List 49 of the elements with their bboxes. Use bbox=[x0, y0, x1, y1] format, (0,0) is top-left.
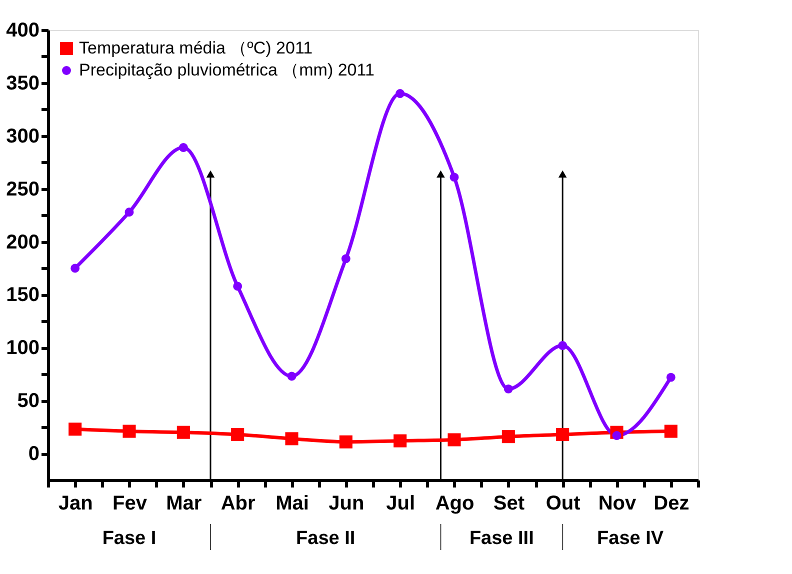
y-tick-label: 350 bbox=[6, 72, 40, 94]
text: Fase IV bbox=[597, 528, 664, 549]
point bbox=[124, 208, 134, 217]
x-tick-label: Set bbox=[493, 492, 525, 514]
x-tick-label: Jul bbox=[386, 492, 416, 514]
x-tick-label: Mar bbox=[166, 492, 202, 514]
point bbox=[502, 430, 515, 444]
x-tick-label: Jan bbox=[58, 492, 93, 514]
point bbox=[504, 384, 513, 394]
y-tick-label: 0 bbox=[28, 443, 40, 466]
x-tick-label: Nov bbox=[598, 492, 638, 514]
y-tick-label: 150 bbox=[6, 284, 40, 306]
legend-label: Precipitação pluviométrica （mm) 2011 bbox=[79, 60, 374, 80]
point bbox=[396, 89, 405, 98]
point bbox=[176, 426, 190, 439]
x-tick-label: Ago bbox=[435, 492, 474, 514]
point bbox=[70, 264, 80, 273]
y-tick-label: 100 bbox=[6, 337, 40, 360]
x-tick-label: Abr bbox=[220, 492, 256, 514]
point bbox=[666, 372, 676, 382]
point bbox=[556, 428, 570, 441]
x-tick-label: Jun bbox=[328, 492, 364, 514]
legend-label: Temperatura média （ºC) 2011 bbox=[79, 38, 313, 58]
x-tick-label: Mai bbox=[276, 492, 309, 514]
text: Fase II bbox=[296, 528, 356, 549]
x-tick-label: Out bbox=[546, 492, 581, 514]
point bbox=[233, 282, 242, 291]
point bbox=[339, 435, 352, 448]
point bbox=[558, 341, 568, 350]
y-tick-label: 300 bbox=[6, 125, 40, 148]
point bbox=[178, 143, 188, 152]
point bbox=[122, 424, 136, 438]
point bbox=[394, 434, 407, 448]
point bbox=[68, 422, 82, 436]
y-tick-label: 50 bbox=[17, 390, 40, 412]
text: Fase III bbox=[469, 528, 534, 549]
x-tick-label: Fev bbox=[112, 492, 148, 514]
text: Fase I bbox=[102, 528, 156, 549]
point bbox=[341, 254, 350, 264]
y-tick-label: 400 bbox=[6, 20, 40, 42]
x-tick-label: Dez bbox=[654, 492, 690, 514]
point bbox=[664, 424, 678, 438]
point bbox=[231, 428, 244, 441]
y-tick-label: 250 bbox=[6, 178, 40, 200]
point bbox=[450, 172, 459, 182]
point bbox=[448, 433, 461, 446]
point bbox=[287, 372, 296, 381]
point bbox=[285, 432, 298, 446]
y-tick-label: 200 bbox=[6, 231, 40, 254]
